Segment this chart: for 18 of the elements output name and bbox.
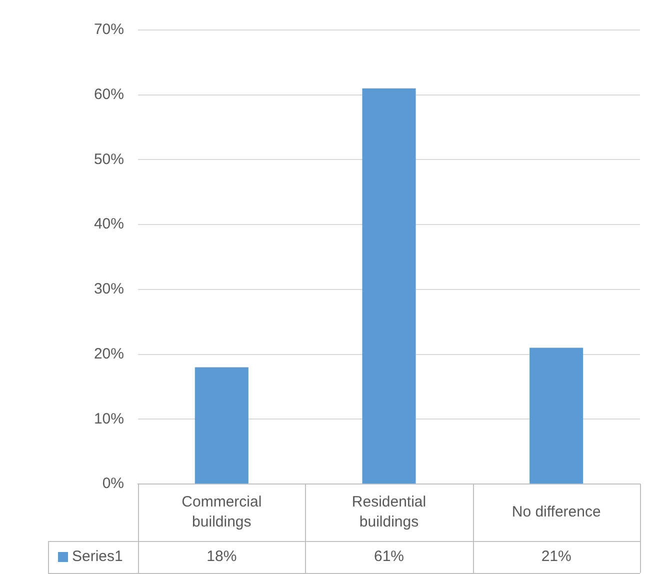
text: 21%	[541, 548, 572, 566]
x-tick-label: Commercial buildings	[182, 494, 262, 531]
x-tick-label: No difference	[512, 504, 601, 521]
x-tick-label: Residential buildings	[352, 494, 426, 531]
y-tick-label: 20%	[94, 345, 124, 362]
bar	[362, 88, 416, 484]
y-tick-label: 30%	[94, 280, 124, 298]
text: 18%	[206, 548, 237, 566]
legend-label: Series1	[72, 548, 123, 566]
y-tick-label: 40%	[94, 216, 124, 233]
y-tick-label: 70%	[94, 21, 124, 38]
text: 61%	[374, 548, 404, 566]
y-tick-label: 10%	[94, 410, 124, 428]
bar	[194, 367, 248, 484]
y-tick-label: 60%	[94, 86, 124, 103]
y-tick-label: 50%	[94, 150, 124, 168]
bar	[530, 348, 584, 484]
y-tick-label: 0%	[102, 475, 124, 492]
